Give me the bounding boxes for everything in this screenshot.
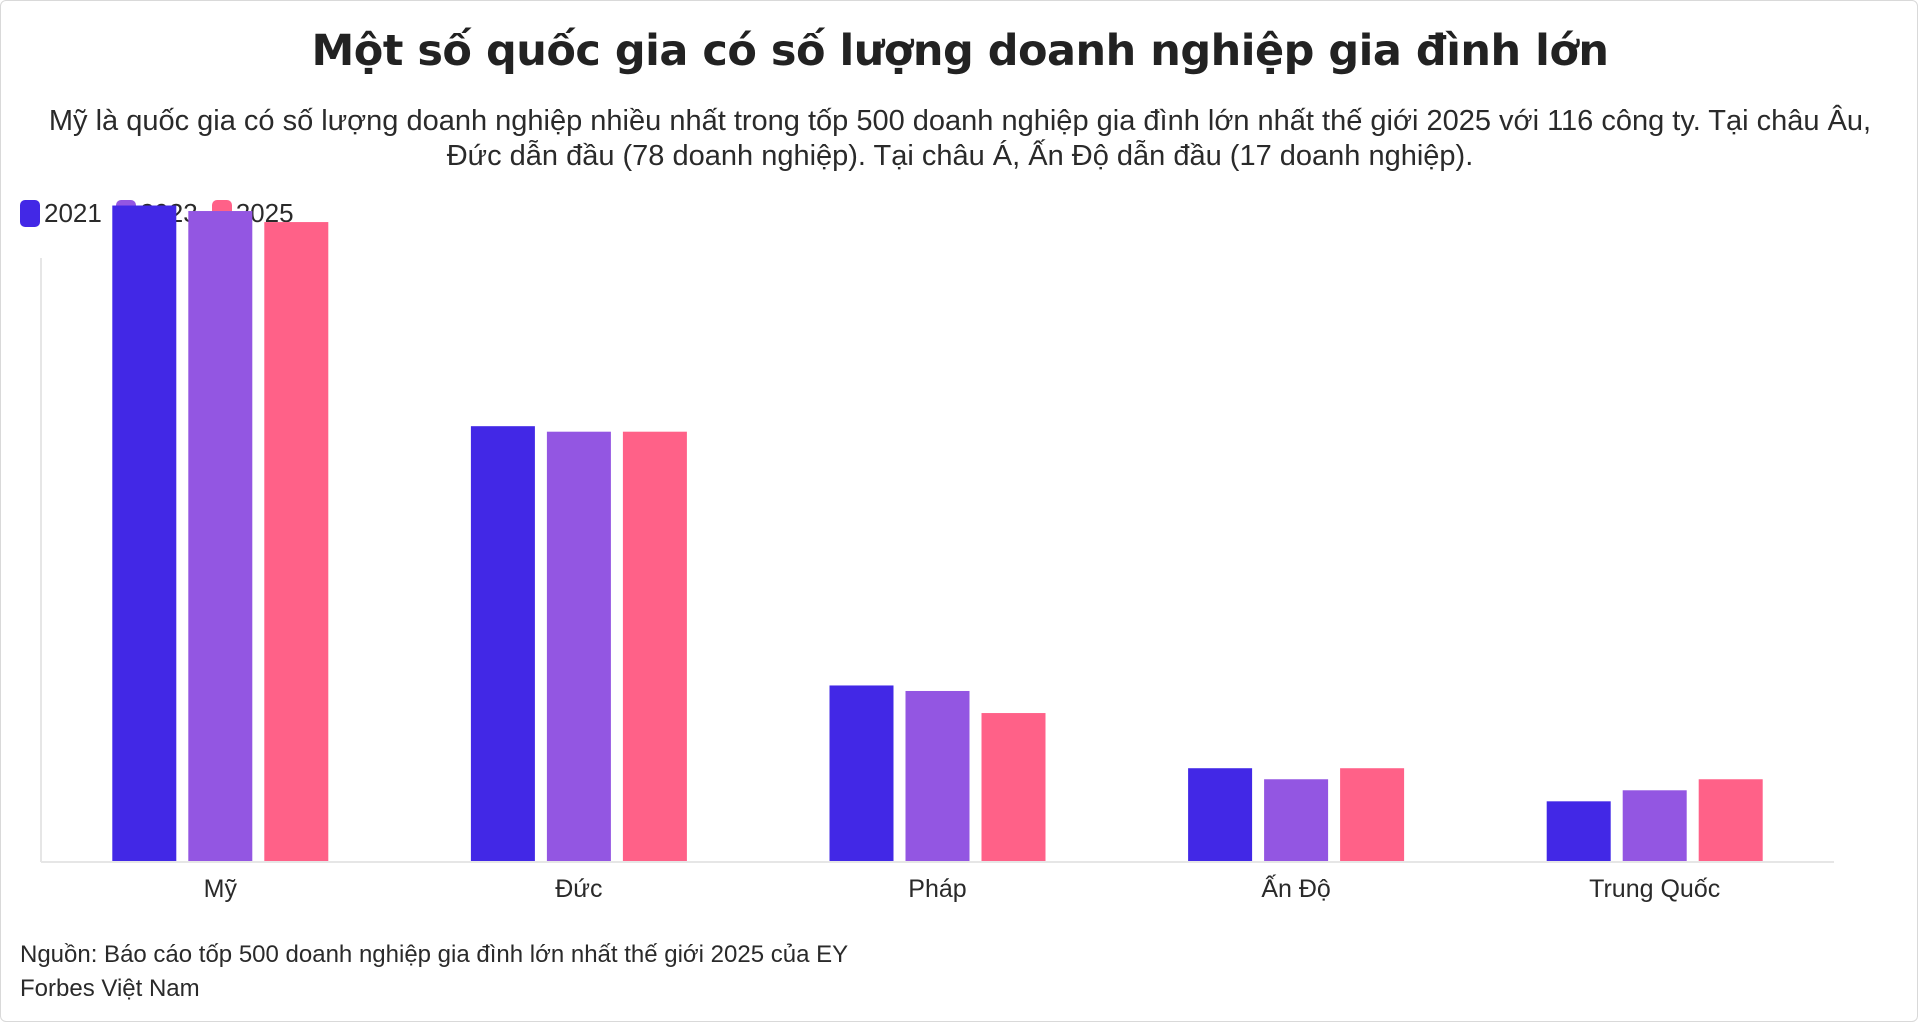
source-line: Nguồn: Báo cáo tốp 500 doanh nghiệp gia … (20, 941, 849, 968)
bar-2021-4 (1546, 801, 1611, 862)
x-tick-label: Trung Quốc (1589, 875, 1720, 903)
x-tick-label: Pháp (908, 875, 966, 903)
bar-2025-4 (1698, 779, 1763, 862)
x-tick-label: Ấn Độ (1261, 874, 1330, 903)
legend-swatch (20, 200, 40, 227)
bar-2021-1 (470, 426, 535, 862)
bar-2023-4 (1622, 790, 1687, 862)
legend-label: 2021 (44, 198, 102, 228)
chart-subtitle: Mỹ là quốc gia có số lượng doanh nghiệp … (48, 105, 1872, 172)
credit-line: Forbes Việt Nam (20, 975, 200, 1002)
legend-item-2021: 2021 (20, 198, 102, 229)
bar-2023-1 (546, 431, 611, 862)
source-note: Nguồn: Báo cáo tốp 500 doanh nghiệp gia … (20, 938, 848, 1006)
bar-2021-3 (1188, 768, 1253, 862)
bar-2023-3 (1264, 779, 1329, 862)
bar-2023-0 (188, 211, 253, 863)
chart-title: Một số quốc gia có số lượng doanh nghiệp… (311, 26, 1609, 76)
bar-2025-3 (1340, 768, 1405, 862)
bar-2025-0 (264, 222, 329, 863)
bar-2023-2 (905, 690, 970, 862)
bar-2025-1 (622, 431, 687, 862)
bar-2025-2 (981, 713, 1046, 862)
bar-2021-2 (829, 685, 894, 862)
x-tick-label: Đức (555, 875, 602, 903)
bar-2021-0 (112, 205, 177, 862)
x-tick-label: Mỹ (204, 875, 238, 903)
